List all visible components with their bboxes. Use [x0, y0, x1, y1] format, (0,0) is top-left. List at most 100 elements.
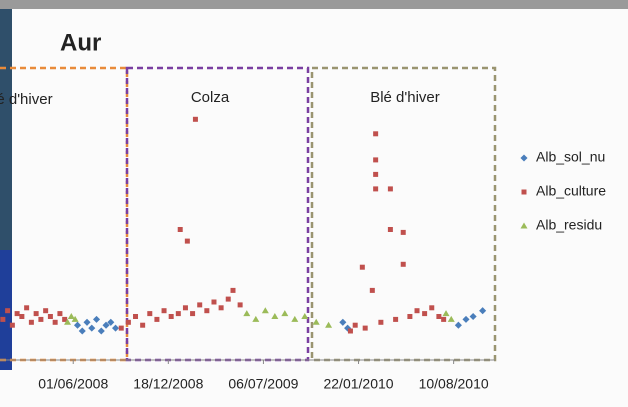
legend-marker — [521, 189, 527, 195]
point — [301, 313, 309, 319]
point — [407, 314, 413, 319]
point — [88, 324, 96, 332]
point — [429, 305, 435, 311]
point — [147, 311, 153, 317]
point — [218, 305, 224, 311]
point — [359, 264, 365, 270]
point — [57, 311, 63, 317]
point — [225, 296, 231, 302]
point — [230, 287, 236, 293]
header-bar — [0, 0, 628, 9]
point — [33, 311, 39, 317]
point — [24, 305, 30, 311]
point — [339, 318, 347, 326]
point — [97, 327, 105, 335]
point — [83, 318, 91, 326]
point — [352, 322, 358, 328]
point — [133, 314, 139, 319]
point — [454, 321, 462, 329]
legend-marker — [520, 154, 528, 162]
point — [19, 314, 25, 319]
point — [67, 313, 75, 319]
point — [436, 314, 442, 319]
point — [112, 324, 120, 332]
point — [414, 308, 420, 314]
point — [168, 314, 174, 319]
x-tick-label: 01/06/2008 — [38, 376, 108, 392]
point — [291, 315, 299, 322]
point — [175, 311, 181, 317]
point — [447, 315, 455, 322]
annotation: Blé d'hiver — [0, 91, 53, 108]
point — [73, 321, 82, 329]
point — [373, 186, 379, 192]
point — [369, 287, 375, 293]
point — [325, 321, 333, 328]
point — [43, 308, 49, 314]
point — [271, 313, 279, 319]
point — [92, 315, 101, 323]
point — [347, 328, 353, 334]
point — [243, 310, 251, 317]
legend-label: Alb_sol_nu — [536, 149, 605, 165]
point — [373, 131, 379, 137]
point — [182, 305, 188, 311]
point — [52, 319, 58, 325]
point — [441, 316, 447, 322]
point — [47, 314, 53, 319]
point — [177, 227, 183, 232]
point — [78, 327, 86, 335]
annotation: Blé d'hiver — [370, 89, 440, 106]
point — [378, 319, 384, 325]
point — [387, 227, 393, 232]
point — [387, 186, 393, 192]
x-tick-label: 10/08/2010 — [419, 376, 489, 392]
point — [197, 302, 203, 308]
point — [118, 325, 124, 331]
point — [102, 321, 110, 329]
point — [125, 319, 131, 325]
point — [161, 308, 167, 314]
point — [190, 311, 196, 317]
point — [154, 316, 160, 322]
legend-marker — [520, 222, 528, 229]
point — [312, 318, 320, 325]
point — [5, 308, 11, 314]
point — [442, 310, 450, 317]
point — [393, 316, 399, 322]
legend-label: Alb_culture — [536, 183, 606, 199]
point — [28, 319, 34, 325]
point — [140, 322, 146, 328]
point — [479, 307, 487, 315]
season-box — [310, 66, 497, 362]
point — [184, 238, 190, 244]
point — [281, 310, 289, 317]
point — [0, 316, 6, 322]
point — [373, 171, 379, 177]
point — [422, 311, 428, 317]
point — [211, 299, 217, 305]
point — [252, 315, 260, 322]
annotation: Colza — [191, 89, 230, 106]
legend-label: Alb_residu — [536, 217, 602, 233]
x-tick-label: 06/07/2009 — [228, 376, 298, 392]
point — [71, 315, 79, 322]
chart-title: Aur — [60, 29, 101, 56]
point — [204, 308, 210, 314]
point — [9, 322, 15, 328]
point — [462, 315, 470, 323]
point — [261, 307, 269, 314]
point — [38, 316, 44, 322]
x-tick-label: 18/12/2008 — [133, 376, 203, 392]
x-tick-label: 22/01/2010 — [323, 376, 393, 392]
point — [362, 325, 368, 331]
point — [373, 157, 379, 163]
point — [107, 318, 115, 326]
point — [469, 312, 477, 321]
point — [62, 316, 68, 322]
point — [237, 302, 243, 308]
point — [14, 311, 20, 317]
point — [64, 318, 72, 325]
